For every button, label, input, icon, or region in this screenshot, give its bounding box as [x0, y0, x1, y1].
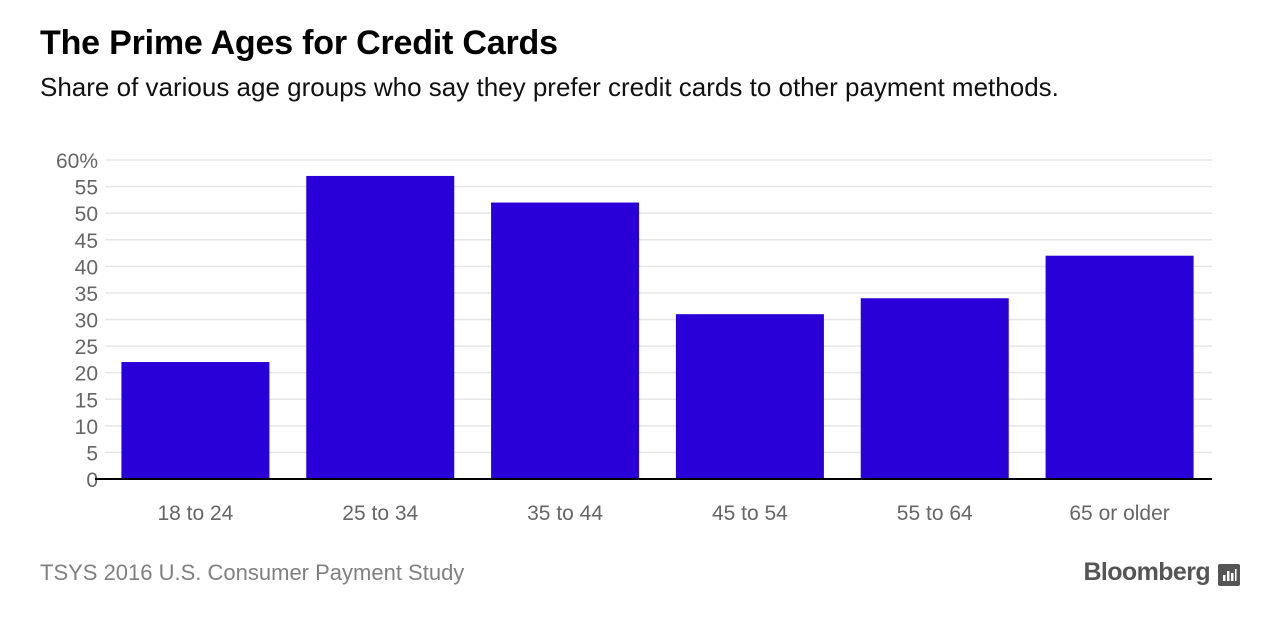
x-tick-label: 18 to 24	[157, 502, 233, 525]
bloomberg-chart-icon	[1218, 563, 1240, 586]
y-tick-label: 5	[86, 442, 98, 465]
y-tick-label: 15	[75, 389, 98, 412]
x-tick-label: 45 to 54	[712, 502, 788, 525]
y-tick-label: 10	[75, 416, 98, 439]
x-tick-label: 55 to 64	[897, 502, 973, 525]
y-tick-label: 20	[75, 363, 98, 386]
y-tick-label: 40	[75, 256, 98, 279]
bar	[121, 362, 270, 479]
chart-subtitle: Share of various age groups who say they…	[40, 72, 1059, 102]
y-tick-label: 0	[86, 469, 98, 492]
bar	[306, 175, 455, 479]
bar	[675, 314, 824, 479]
y-tick-label: 60%	[56, 150, 98, 173]
source-note: TSYS 2016 U.S. Consumer Payment Study	[40, 560, 465, 585]
bar	[1045, 255, 1194, 479]
y-tick-label: 25	[75, 336, 98, 359]
chart-title: The Prime Ages for Credit Cards	[40, 24, 558, 62]
x-tick-label: 65 or older	[1069, 502, 1169, 525]
bar	[491, 202, 640, 480]
y-tick-label: 35	[75, 283, 98, 306]
x-tick-label: 25 to 34	[342, 502, 418, 525]
brand-name: Bloomberg	[1083, 558, 1210, 586]
bar-chart: 0 5 10 15 20 25 30 35 40 45 50 55 60% 18 to 24 25 to 3…	[56, 150, 1212, 525]
y-tick-label: 30	[75, 310, 98, 333]
y-tick-label: 50	[75, 203, 98, 226]
y-tick-label: 55	[75, 177, 98, 200]
brand-logo: Bloomberg	[1083, 558, 1240, 587]
bar	[860, 298, 1009, 479]
y-tick-label: 45	[75, 230, 98, 253]
x-tick-label: 35 to 44	[527, 502, 603, 525]
